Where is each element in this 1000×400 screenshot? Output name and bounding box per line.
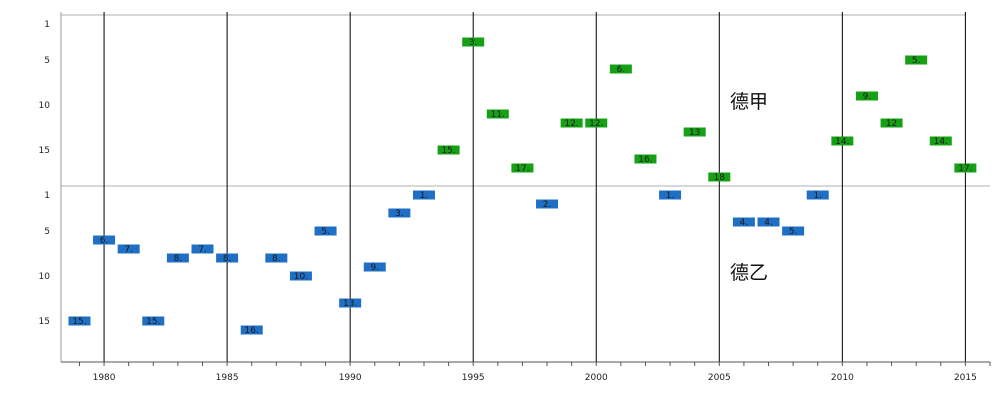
x-tick-label: 2000 xyxy=(585,373,608,383)
data-point-德甲-1997 xyxy=(511,163,534,173)
data-label: 1. xyxy=(666,191,675,201)
data-point-德甲-2002 xyxy=(634,154,657,164)
data-label: 14. xyxy=(835,137,849,147)
axes: 1980 1985 1990 1995 2000 2005 2010 2015151015德甲… xyxy=(39,12,991,383)
x-tick-label: 1995 xyxy=(462,373,485,383)
data-point-德乙-1989 xyxy=(314,226,337,236)
data-label: 3. xyxy=(469,38,478,48)
data-label: 17. xyxy=(515,164,529,174)
data-point-德甲-2012 xyxy=(880,118,903,128)
panel-label-top: 德甲 xyxy=(730,91,768,113)
data-point-德甲-2015 xyxy=(954,163,977,173)
x-tick-label: 1985 xyxy=(216,373,239,383)
data-label: 4. xyxy=(740,218,749,228)
data-point-德甲-2011 xyxy=(855,91,878,101)
data-point-德乙-1990 xyxy=(339,298,362,308)
data-point-德甲-1995 xyxy=(462,37,485,47)
grid xyxy=(61,12,990,362)
data-label: 18 xyxy=(714,173,726,183)
data-label: 17. xyxy=(958,164,972,174)
data-point-德乙-1982 xyxy=(142,316,165,326)
data-label: 12 xyxy=(886,119,897,129)
y-tick-label: 15 xyxy=(39,146,50,156)
data-point-德甲-2001 xyxy=(609,64,632,74)
data-point-德乙-1998 xyxy=(536,199,559,209)
data-point-德乙-2007 xyxy=(757,217,780,227)
data-label: 8. xyxy=(223,254,232,264)
data-label: 8. xyxy=(174,254,183,264)
data-point-德乙-1993 xyxy=(412,190,435,200)
y-tick-label: 15 xyxy=(39,317,50,327)
data-point-德甲-1999 xyxy=(560,118,583,128)
data-point-德乙-1980 xyxy=(93,235,116,245)
data-label: 1. xyxy=(420,191,429,201)
data-point-德乙-2009 xyxy=(806,190,829,200)
data-point-德乙-2006 xyxy=(732,217,755,227)
x-tick-label: 1980 xyxy=(93,373,116,383)
data-label: 11. xyxy=(491,110,505,120)
data-marks: 3. 15. 11. 17. 12. 12. 6. 16. 13 18 14. 9. 12 5. 14. 17… xyxy=(68,37,977,336)
y-tick-label: 1 xyxy=(44,191,50,201)
data-point-德甲-2004 xyxy=(683,127,706,137)
data-label: 7. xyxy=(124,245,133,255)
data-point-德乙-1987 xyxy=(265,253,288,263)
data-label: 15. xyxy=(441,146,455,156)
data-label: 10. xyxy=(294,272,308,282)
data-label: 13 xyxy=(689,128,700,138)
data-label: 6. xyxy=(617,65,626,75)
data-label: 9. xyxy=(863,92,872,102)
data-point-德乙-1981 xyxy=(117,244,140,254)
data-label: 1. xyxy=(813,191,822,201)
panel-label-bottom: 德乙 xyxy=(730,262,768,284)
data-point-德乙-1983 xyxy=(166,253,189,263)
data-label: 2. xyxy=(543,200,552,210)
data-label: 12. xyxy=(564,119,578,129)
data-point-德乙-1984 xyxy=(191,244,214,254)
data-label: 16. xyxy=(638,155,652,165)
data-point-德甲-2014 xyxy=(929,136,952,146)
data-point-德乙-1988 xyxy=(289,271,312,281)
x-tick-label: 2010 xyxy=(831,373,854,383)
data-label: 6. xyxy=(100,236,109,246)
data-label: 4. xyxy=(764,218,773,228)
data-label: 5. xyxy=(789,227,798,237)
data-point-德乙-1985 xyxy=(216,253,239,263)
x-tick-label: 2015 xyxy=(954,373,977,383)
data-label: 5. xyxy=(321,227,330,237)
data-point-德甲-1994 xyxy=(437,145,460,155)
x-tick-label: 1990 xyxy=(339,373,362,383)
data-point-德甲-2005 xyxy=(708,172,731,182)
data-label: 9. xyxy=(370,263,379,273)
y-tick-label: 1 xyxy=(44,20,50,30)
data-label: 15. xyxy=(72,317,86,327)
data-label: 15. xyxy=(146,317,160,327)
data-point-德乙-1979 xyxy=(68,316,91,326)
data-label: 5. xyxy=(912,56,921,66)
x-tick-label: 2005 xyxy=(708,373,731,383)
data-point-德甲-2013 xyxy=(905,55,928,65)
data-point-德乙-2003 xyxy=(659,190,682,200)
y-tick-label: 10 xyxy=(39,101,51,111)
data-label: 13. xyxy=(343,299,357,309)
data-label: 3. xyxy=(395,209,404,219)
y-tick-label: 5 xyxy=(44,56,50,66)
data-point-德甲-2000 xyxy=(585,118,608,128)
data-point-德甲-2010 xyxy=(831,136,854,146)
y-tick-label: 5 xyxy=(44,227,50,237)
data-point-德甲-1996 xyxy=(486,109,509,119)
data-label: 8. xyxy=(272,254,281,264)
y-tick-label: 10 xyxy=(39,272,51,282)
data-point-德乙-1986 xyxy=(240,325,263,335)
data-label: 16. xyxy=(245,326,259,336)
data-point-德乙-1991 xyxy=(363,262,386,272)
data-label: 7. xyxy=(198,245,207,255)
data-label: 12. xyxy=(589,119,603,129)
data-point-德乙-2008 xyxy=(782,226,805,236)
data-label: 14. xyxy=(934,137,948,147)
data-point-德乙-1992 xyxy=(388,208,411,218)
